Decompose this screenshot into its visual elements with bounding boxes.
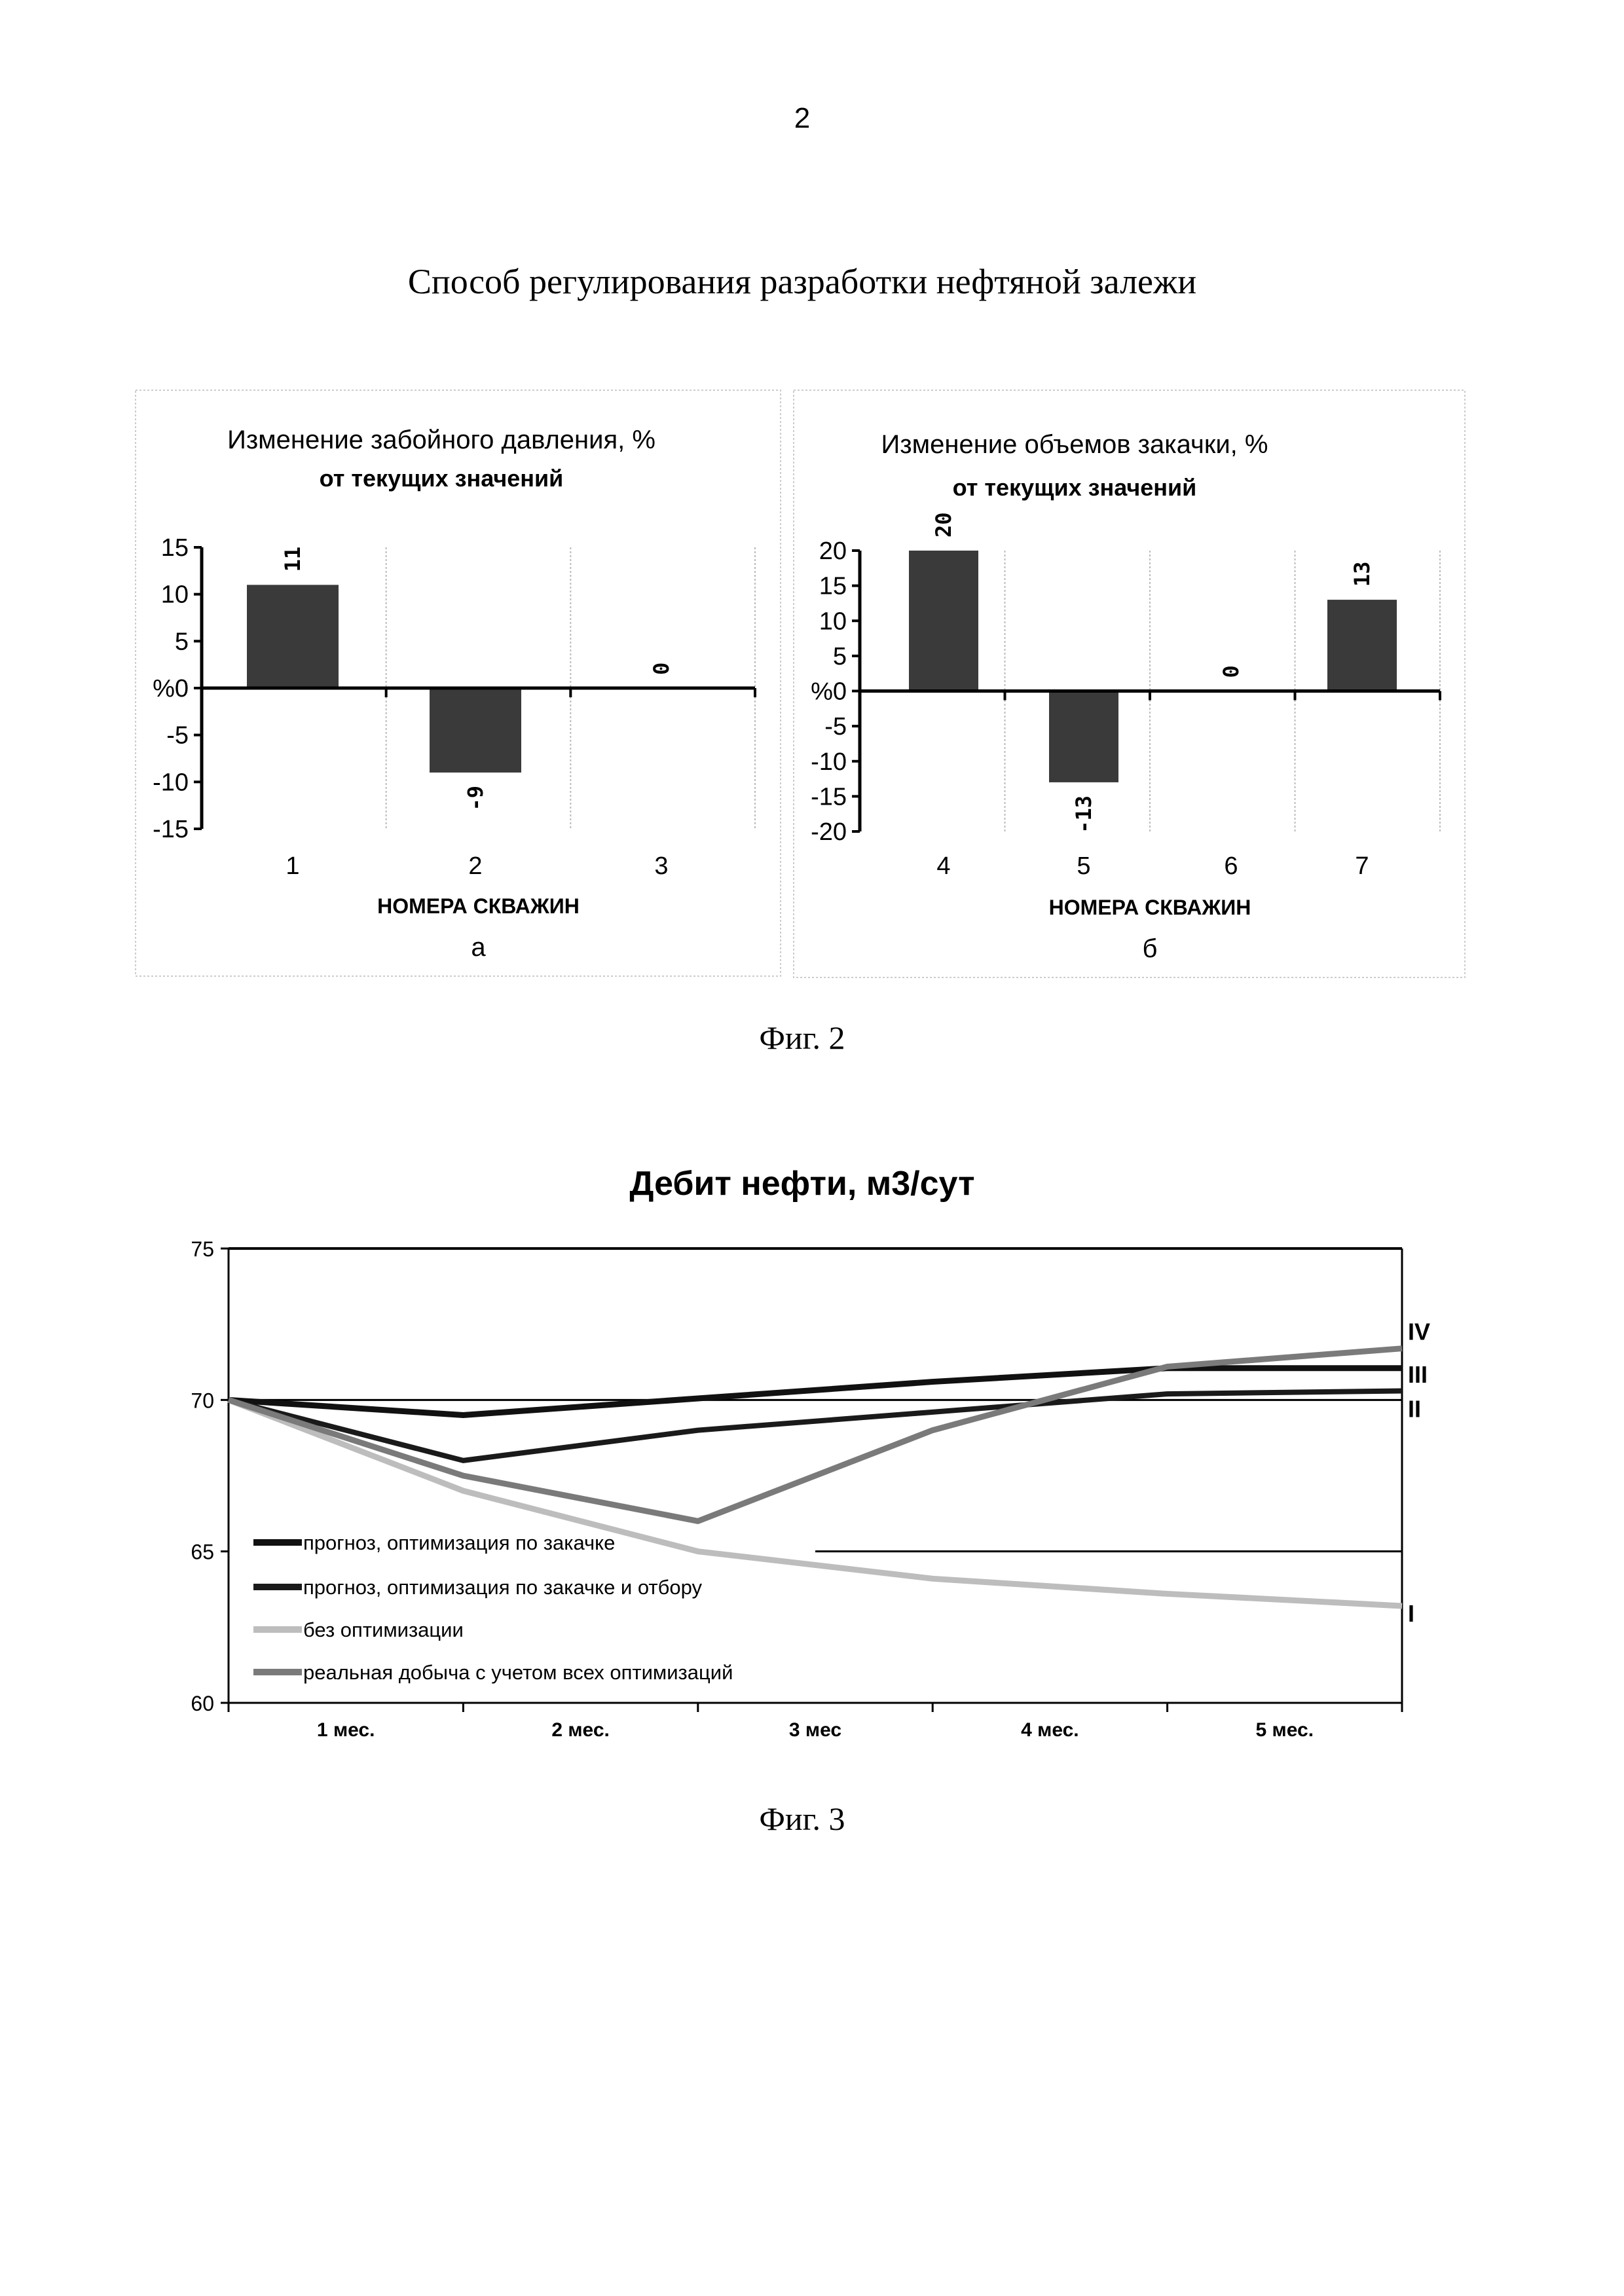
line-chart-title: Дебит нефти, м3/сут <box>629 1165 974 1203</box>
y-tick-label: 20 <box>819 538 847 565</box>
page-number: 2 <box>794 102 810 134</box>
data-label: -9 <box>463 786 488 811</box>
legend-label: прогноз, оптимизация по закачке <box>303 1531 615 1554</box>
category-label: 6 <box>1224 852 1238 880</box>
series-end-label: I <box>1408 1600 1414 1627</box>
category-label: 3 <box>654 852 668 880</box>
panel-label: а <box>471 933 486 962</box>
data-label: 13 <box>1350 562 1375 587</box>
category-label: 1 <box>286 852 299 880</box>
document-title: Способ регулирования разработки нефтяной… <box>408 262 1196 301</box>
y-tick-label: 5 <box>833 643 847 670</box>
y-tick-label: %0 <box>153 675 189 702</box>
y-tick-label: 10 <box>161 581 189 609</box>
legend-label: прогноз, оптимизация по закачке и отбору <box>303 1576 703 1599</box>
legend-label: без оптимизации <box>303 1618 464 1641</box>
series-line-3 <box>229 1400 1402 1606</box>
y-tick-label: %0 <box>811 678 847 706</box>
panel-label: б <box>1143 934 1158 963</box>
series-end-label: IV <box>1408 1319 1430 1345</box>
y-tick-label: 10 <box>819 608 847 635</box>
y-tick-label: 70 <box>191 1389 214 1412</box>
data-label: 11 <box>280 547 305 572</box>
series-end-label: II <box>1408 1395 1421 1422</box>
x-category-label: 2 мес. <box>551 1719 610 1741</box>
y-tick-label: 60 <box>191 1692 214 1715</box>
fig3-caption: Фиг. 3 <box>759 1800 845 1837</box>
y-tick-label: 65 <box>191 1540 214 1564</box>
y-tick-label: 15 <box>161 534 189 562</box>
chart-b-subtitle: от текущих значений <box>953 474 1197 501</box>
chart-a-subtitle: от текущих значений <box>320 465 564 492</box>
fig2-caption: Фиг. 2 <box>759 1019 845 1056</box>
series-line-2 <box>229 1391 1402 1460</box>
y-tick-label: 75 <box>191 1237 214 1261</box>
x-category-label: 5 мес. <box>1256 1719 1314 1741</box>
series-end-label: III <box>1408 1361 1428 1388</box>
category-label: 5 <box>1077 852 1090 880</box>
bar-well-5 <box>1049 691 1118 782</box>
x-axis-title: НОМЕРА СКВАЖИН <box>377 894 580 918</box>
x-axis-title: НОМЕРА СКВАЖИН <box>1049 896 1251 919</box>
bar-well-1 <box>247 585 339 688</box>
y-tick-label: -10 <box>811 748 847 776</box>
chart-a-title: Изменение забойного давления, % <box>227 426 655 454</box>
data-label: 0 <box>649 663 674 675</box>
patent-page: 2 Способ регулирования разработки нефтян… <box>0 0 1624 2296</box>
category-label: 7 <box>1355 852 1369 880</box>
bar-well-7 <box>1327 600 1397 691</box>
x-category-label: 4 мес. <box>1021 1719 1079 1741</box>
page-canvas: 2 Способ регулирования разработки нефтян… <box>0 0 1624 2296</box>
category-label: 4 <box>936 852 950 880</box>
category-label: 2 <box>468 852 482 880</box>
series-line-4 <box>229 1349 1402 1522</box>
x-category-label: 1 мес. <box>317 1719 375 1741</box>
y-tick-label: -5 <box>166 722 189 750</box>
y-tick-label: -5 <box>824 713 847 740</box>
x-category-label: 3 мес <box>789 1719 841 1741</box>
y-tick-label: 15 <box>819 573 847 600</box>
y-tick-label: -15 <box>153 816 189 843</box>
y-tick-label: -10 <box>153 769 189 796</box>
data-label: 20 <box>931 512 956 538</box>
y-tick-label: -15 <box>811 783 847 811</box>
bar-well-2 <box>430 688 521 773</box>
bar-well-4 <box>909 551 978 691</box>
chart-b-title: Изменение объемов закачки, % <box>881 430 1268 459</box>
data-label: 0 <box>1219 665 1244 678</box>
y-tick-label: -20 <box>811 818 847 846</box>
data-label: -13 <box>1071 795 1096 833</box>
y-tick-label: 5 <box>175 628 189 655</box>
legend-label: реальная добыча с учетом всех оптимизаци… <box>303 1661 733 1684</box>
